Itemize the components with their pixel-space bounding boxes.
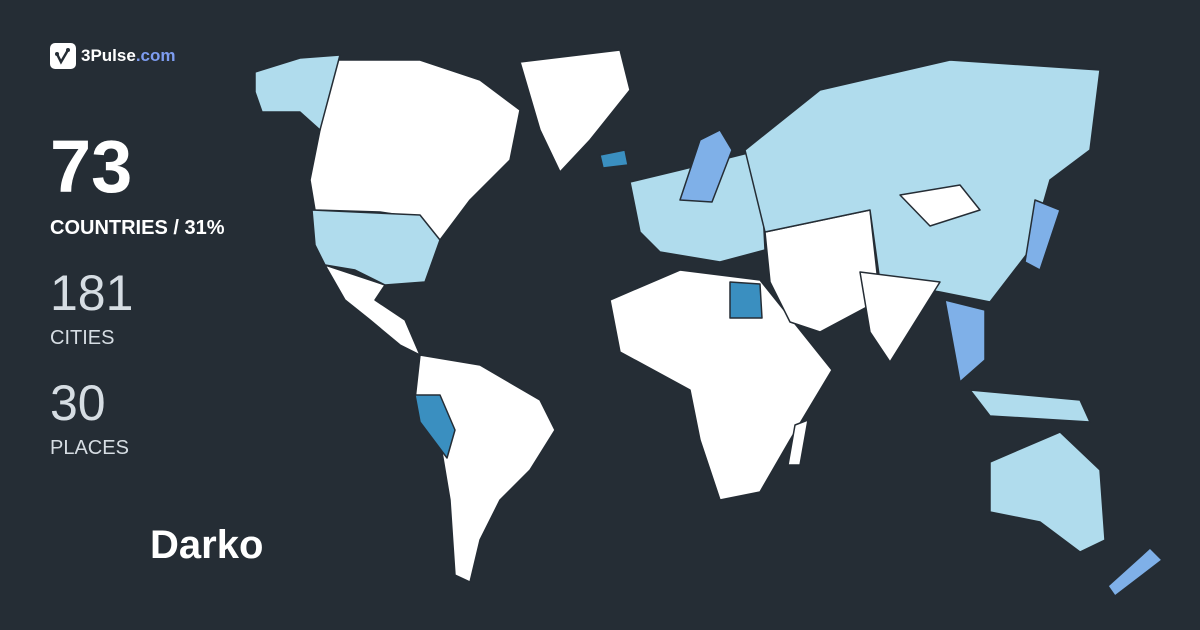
region-egypt [729, 281, 763, 319]
brand-name: 3Pulse.com [81, 46, 176, 66]
user-name: Darko [150, 523, 264, 567]
region-greenland [519, 49, 631, 173]
brand-logo[interactable]: 3Pulse.com [50, 43, 176, 69]
region-southeast-asia [944, 299, 986, 383]
region-indonesia [969, 389, 1091, 423]
check-pulse-icon [50, 43, 76, 69]
places-label: PLACES [50, 437, 129, 459]
region-iceland [599, 149, 629, 169]
brand-domain: .com [135, 46, 176, 65]
countries-count: 73 [50, 125, 133, 208]
region-new-zealand [1107, 547, 1163, 597]
region-scandinavia [679, 129, 733, 203]
region-africa [609, 269, 833, 501]
countries-label: COUNTRIES / 31% [50, 217, 225, 239]
region-japan [1024, 199, 1061, 271]
region-australia [989, 431, 1106, 553]
cities-label: CITIES [50, 327, 115, 349]
region-mongolia [899, 184, 981, 227]
region-peru [414, 394, 456, 459]
region-south-america [414, 354, 556, 583]
region-india [859, 271, 941, 363]
region-madagascar [787, 419, 809, 466]
cities-count: 181 [50, 265, 134, 321]
places-count: 30 [50, 375, 106, 431]
region-alaska [254, 54, 341, 131]
brand-name-text: 3Pulse [81, 46, 136, 65]
